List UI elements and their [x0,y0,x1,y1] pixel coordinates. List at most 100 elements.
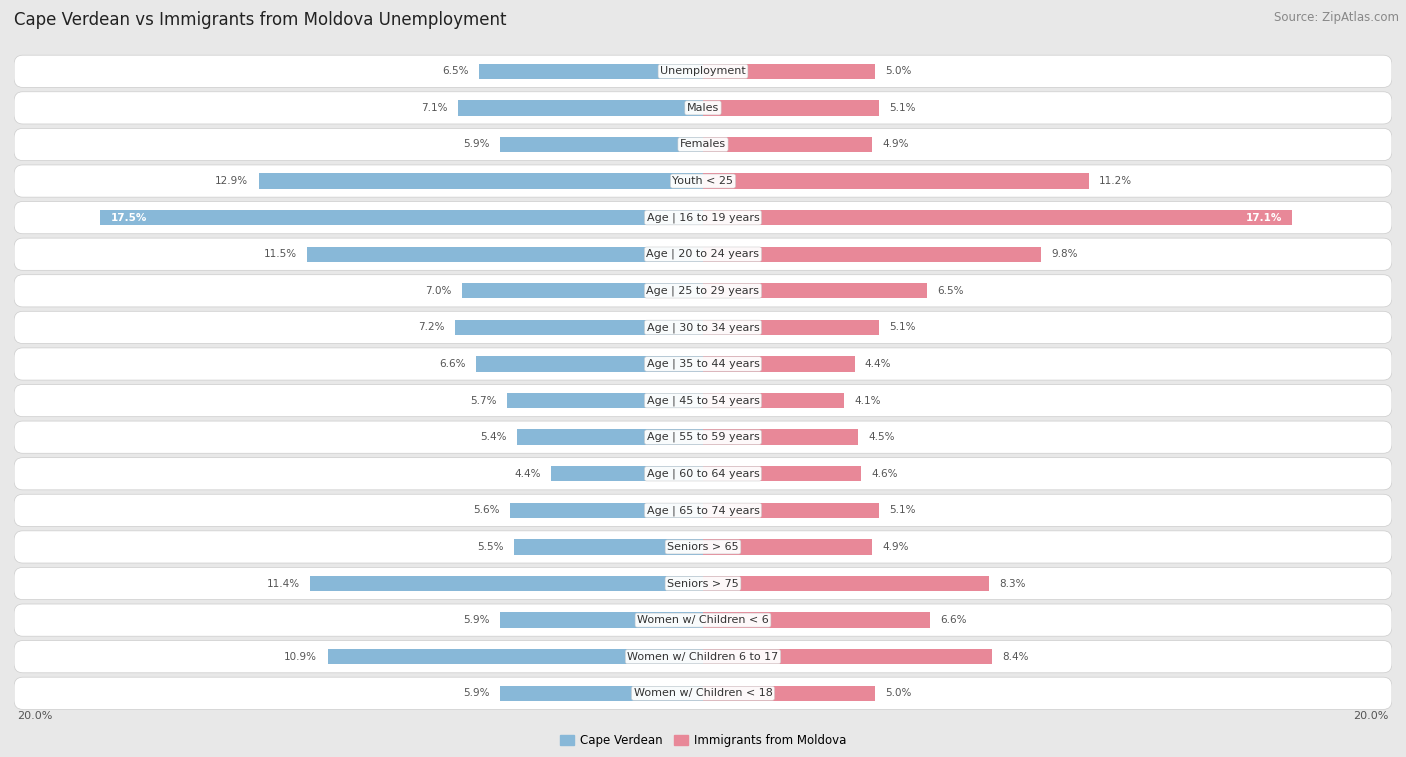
Bar [703,173,1088,188]
Bar [703,686,875,701]
Text: 17.5%: 17.5% [111,213,146,223]
Bar [703,649,993,665]
Bar [703,357,855,372]
Text: 11.5%: 11.5% [263,249,297,259]
FancyBboxPatch shape [14,640,1392,673]
FancyBboxPatch shape [14,275,1392,307]
FancyBboxPatch shape [14,129,1392,160]
Text: 5.1%: 5.1% [889,103,915,113]
Text: 8.3%: 8.3% [1000,578,1026,588]
Bar [703,247,1040,262]
Text: 6.5%: 6.5% [443,67,468,76]
Text: Age | 20 to 24 years: Age | 20 to 24 years [647,249,759,260]
Text: Youth < 25: Youth < 25 [672,176,734,186]
Text: Age | 25 to 29 years: Age | 25 to 29 years [647,285,759,296]
Text: 6.6%: 6.6% [439,359,465,369]
Text: 4.4%: 4.4% [865,359,891,369]
FancyBboxPatch shape [14,201,1392,234]
Text: 17.1%: 17.1% [1246,213,1282,223]
Text: 5.9%: 5.9% [463,688,489,698]
FancyBboxPatch shape [14,55,1392,87]
Text: 20.0%: 20.0% [1353,711,1389,721]
Bar [703,466,862,481]
Text: Age | 35 to 44 years: Age | 35 to 44 years [647,359,759,369]
Text: Women w/ Children < 18: Women w/ Children < 18 [634,688,772,698]
Bar [499,686,703,701]
Legend: Cape Verdean, Immigrants from Moldova: Cape Verdean, Immigrants from Moldova [555,729,851,752]
Text: 5.9%: 5.9% [463,615,489,625]
Bar [513,539,703,555]
Bar [551,466,703,481]
Text: 5.5%: 5.5% [477,542,503,552]
Text: 4.4%: 4.4% [515,469,541,478]
Bar [328,649,703,665]
Bar [703,137,872,152]
FancyBboxPatch shape [14,531,1392,563]
Bar [703,539,872,555]
Text: 20.0%: 20.0% [17,711,53,721]
Text: 5.0%: 5.0% [886,688,912,698]
Bar [703,210,1292,226]
Bar [499,612,703,628]
FancyBboxPatch shape [14,165,1392,197]
Bar [100,210,703,226]
FancyBboxPatch shape [14,678,1392,709]
Text: Age | 30 to 34 years: Age | 30 to 34 years [647,322,759,332]
Text: 5.1%: 5.1% [889,506,915,516]
Text: 5.9%: 5.9% [463,139,489,149]
Text: Cape Verdean vs Immigrants from Moldova Unemployment: Cape Verdean vs Immigrants from Moldova … [14,11,506,30]
FancyBboxPatch shape [14,311,1392,344]
Bar [510,503,703,518]
Text: 4.9%: 4.9% [882,542,908,552]
Text: 4.9%: 4.9% [882,139,908,149]
Text: 11.4%: 11.4% [267,578,299,588]
Bar [517,429,703,445]
Text: 5.6%: 5.6% [474,506,499,516]
Text: Females: Females [681,139,725,149]
Text: 4.1%: 4.1% [855,396,882,406]
Text: 6.5%: 6.5% [938,286,963,296]
Bar [703,100,879,116]
Bar [456,319,703,335]
Bar [703,393,844,408]
Bar [703,64,875,79]
FancyBboxPatch shape [14,385,1392,416]
FancyBboxPatch shape [14,458,1392,490]
Text: 5.0%: 5.0% [886,67,912,76]
FancyBboxPatch shape [14,92,1392,124]
Bar [703,503,879,518]
Text: Source: ZipAtlas.com: Source: ZipAtlas.com [1274,11,1399,24]
Text: 4.6%: 4.6% [872,469,898,478]
Bar [259,173,703,188]
Text: 6.6%: 6.6% [941,615,967,625]
Text: 5.7%: 5.7% [470,396,496,406]
FancyBboxPatch shape [14,238,1392,270]
Text: Seniors > 65: Seniors > 65 [668,542,738,552]
Text: 5.1%: 5.1% [889,322,915,332]
Bar [703,612,931,628]
Text: Seniors > 75: Seniors > 75 [666,578,740,588]
Bar [311,576,703,591]
Bar [506,393,703,408]
Text: 4.5%: 4.5% [869,432,894,442]
Bar [703,283,927,298]
FancyBboxPatch shape [14,568,1392,600]
FancyBboxPatch shape [14,604,1392,636]
Text: 10.9%: 10.9% [284,652,318,662]
Bar [479,64,703,79]
Bar [703,429,858,445]
FancyBboxPatch shape [14,494,1392,526]
Text: 12.9%: 12.9% [215,176,249,186]
Text: 7.2%: 7.2% [418,322,444,332]
Text: Age | 45 to 54 years: Age | 45 to 54 years [647,395,759,406]
Bar [703,319,879,335]
Text: 5.4%: 5.4% [481,432,506,442]
Text: Unemployment: Unemployment [661,67,745,76]
Bar [461,283,703,298]
FancyBboxPatch shape [14,421,1392,453]
Bar [307,247,703,262]
Text: Age | 16 to 19 years: Age | 16 to 19 years [647,213,759,223]
Text: Age | 60 to 64 years: Age | 60 to 64 years [647,469,759,479]
Text: 7.0%: 7.0% [425,286,451,296]
Text: Women w/ Children < 6: Women w/ Children < 6 [637,615,769,625]
